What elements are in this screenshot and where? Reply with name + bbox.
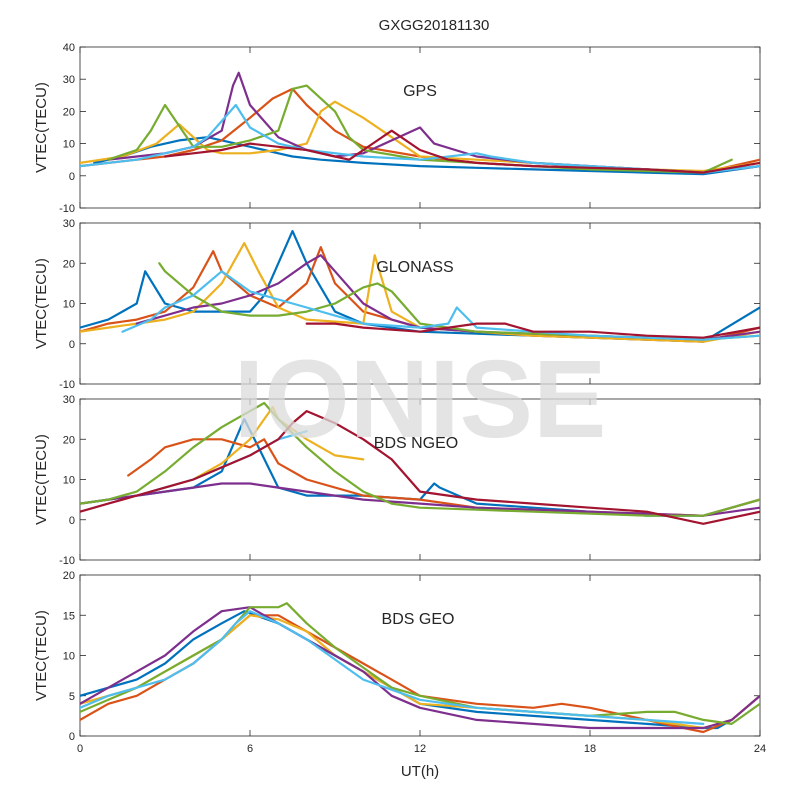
y-tick-label: 20: [63, 434, 75, 446]
figure-title: GXGG20181130: [379, 17, 490, 34]
panel-1: -10 0 10 20 30 40 VTEC(TECU) GPS: [33, 42, 761, 215]
series-line-7: [305, 322, 760, 339]
x-tick-label: 6: [247, 743, 253, 755]
series-line-5: [80, 401, 760, 517]
y-tick-label: 10: [63, 651, 75, 663]
panel-3: -10 0 10 20 30 VTEC(TECU) BDS NGEO: [33, 394, 761, 567]
panel-2: -10 0 10 20 30 VTEC(TECU) GLONASS: [33, 218, 761, 391]
y-tick-label: 30: [63, 394, 75, 406]
y-axis-label: VTEC(TECU): [33, 434, 50, 525]
y-axis-label: VTEC(TECU): [33, 82, 50, 173]
panels: -10 0 10 20 30 40 VTEC(TECU) GPS -10 0 10 20 30 VTEC(…: [33, 42, 766, 755]
series-group: [80, 401, 760, 525]
panel-label: GLONASS: [376, 259, 453, 276]
panel-label: BDS NGEO: [374, 435, 458, 452]
series-group: [80, 230, 760, 343]
y-tick-label: 20: [63, 258, 75, 270]
series-line-6: [80, 103, 760, 174]
series-group: [80, 602, 760, 734]
y-tick-label: 40: [63, 42, 75, 54]
series-line-7: [163, 129, 760, 174]
y-tick-label: 20: [63, 106, 75, 118]
panel-label: GPS: [403, 83, 437, 100]
series-group: [80, 71, 760, 176]
y-tick-label: 10: [63, 475, 75, 487]
x-tick-label: 18: [584, 743, 596, 755]
y-axis-label: VTEC(TECU): [33, 610, 50, 701]
y-tick-label: 0: [69, 339, 75, 351]
axes-frame: [79, 222, 761, 385]
series-line-4: [80, 606, 760, 730]
series-line-6: [121, 270, 760, 341]
y-tick-label: 5: [69, 691, 75, 703]
y-tick-label: 0: [69, 731, 75, 743]
panel-4: 0 5 10 15 20 0 6 12 18 24 VTEC(TECU) BDS GEO: [33, 570, 766, 755]
y-tick-label: 0: [69, 171, 75, 183]
series-line-4: [80, 482, 760, 517]
x-tick-label: 0: [77, 743, 83, 755]
y-tick-label: 30: [63, 74, 75, 86]
series-line-5: [107, 84, 733, 174]
x-axis-label: UT(h): [401, 763, 439, 780]
series-line-3: [80, 242, 760, 343]
y-tick-label: 20: [63, 570, 75, 582]
y-tick-label: -10: [59, 379, 75, 391]
series-line-6: [80, 610, 705, 726]
y-tick-label: 0: [69, 515, 75, 527]
y-tick-label: 10: [63, 299, 75, 311]
series-line-3: [163, 406, 365, 489]
y-tick-label: 10: [63, 139, 75, 151]
y-tick-label: -10: [59, 203, 75, 215]
x-tick-label: 12: [414, 743, 426, 755]
series-line-1: [93, 136, 760, 176]
watermark: IONISE: [234, 338, 607, 461]
x-tick-label: 24: [754, 743, 766, 755]
series-line-5: [80, 602, 760, 726]
y-tick-label: 30: [63, 218, 75, 230]
series-line-7: [80, 410, 760, 525]
y-tick-label: 15: [63, 610, 75, 622]
panel-label: BDS GEO: [382, 611, 455, 628]
y-axis-label: VTEC(TECU): [33, 258, 50, 349]
y-tick-label: -10: [59, 555, 75, 567]
